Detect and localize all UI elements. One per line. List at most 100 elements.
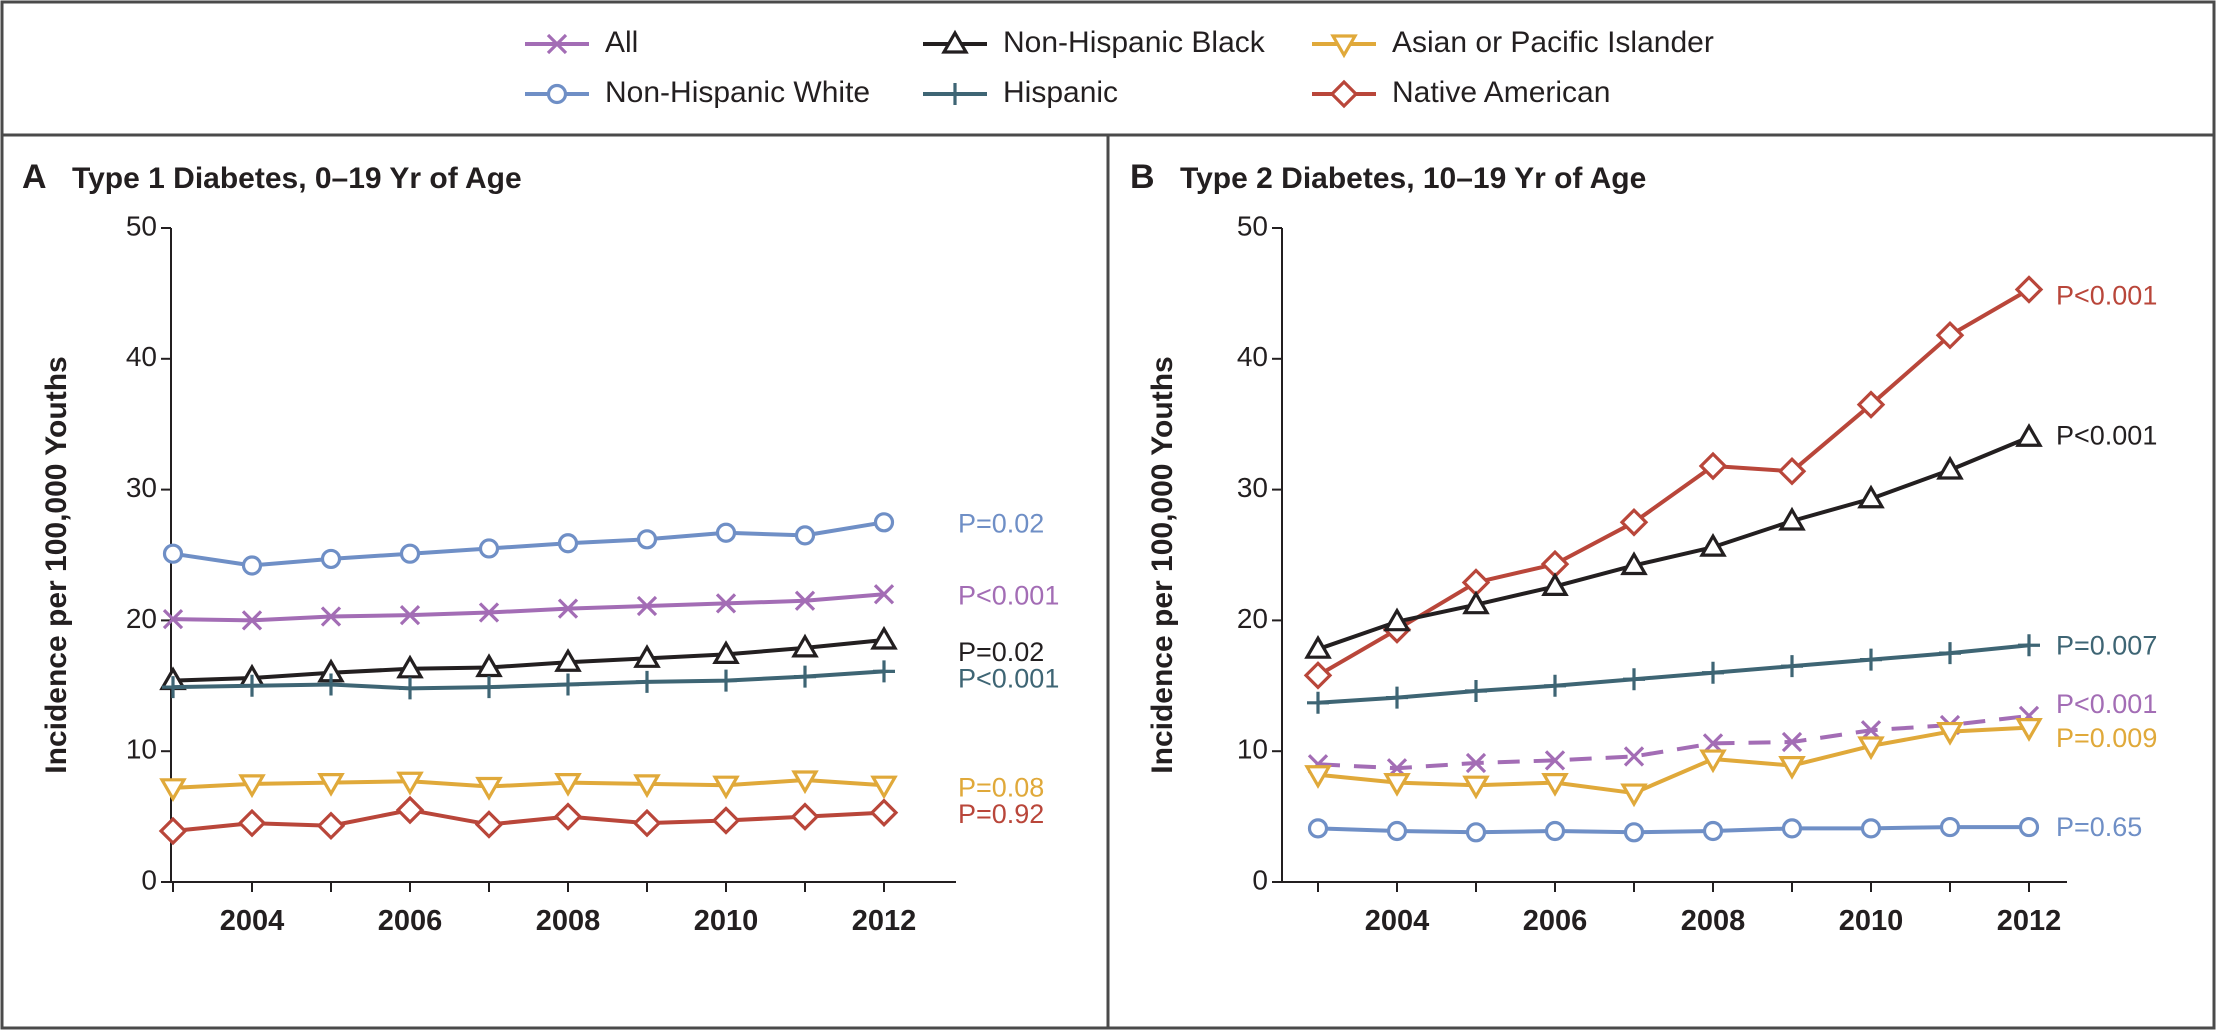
panel-a-pvalue-hispanic: P<0.001 (958, 664, 1059, 694)
panel-a-frame (0, 133, 1110, 1030)
panel-b-pvalue-non-hispanic-white: P=0.65 (2056, 812, 2142, 842)
panel-b-line-all (1317, 713, 2030, 771)
panel-a-y-tick-label: 20 (126, 603, 157, 634)
legend-item-native-american: Native American (1312, 76, 1610, 109)
legend-item-non-hispanic-white: Non-Hispanic White (525, 76, 870, 109)
panel-a-series-non-hispanic-white: P=0.02 (162, 508, 1044, 576)
panel-a-point-native-american (316, 811, 346, 841)
panel-a-point-native-american (395, 795, 425, 825)
panel-b-point-all (1781, 731, 1803, 753)
panel-a-point-asian-or-pacific-islander (475, 776, 503, 801)
panel-b-frame (1106, 133, 2216, 1030)
panel-a-point-asian-or-pacific-islander (238, 774, 266, 799)
legend-frame (0, 0, 2216, 137)
panel-a-point-hispanic (399, 677, 421, 700)
panel-b-line-non-hispanic-black (1317, 435, 2030, 652)
panel-a-line-all (172, 592, 885, 623)
panel-b-letter: B (1130, 158, 1155, 196)
panel-a-pvalue-asian-or-pacific-islander: P=0.08 (958, 772, 1044, 802)
panel-b-point-non-hispanic-white (2018, 816, 2040, 838)
panel-a-point-native-american (790, 802, 820, 831)
panel-b-series-non-hispanic-black: P<0.001 (1304, 420, 2157, 659)
legend-item-hispanic: Hispanic (923, 76, 1118, 109)
panel-a-point-non-hispanic-white (399, 543, 421, 564)
panel-a-series-hispanic: P<0.001 (162, 660, 1059, 700)
legend-label-all: All (605, 26, 638, 59)
panel-a-point-non-hispanic-white (557, 533, 579, 554)
panel-b-series-asian-or-pacific-islander: P=0.009 (1304, 718, 2157, 808)
panel-b-point-non-hispanic-black (1620, 551, 1648, 576)
panel-b-point-hispanic (1781, 655, 1803, 678)
panel-b-point-non-hispanic-white (1386, 820, 1408, 842)
panel-b-pvalue-native-american: P<0.001 (2056, 281, 2157, 311)
panel-a-point-all (873, 584, 895, 605)
panel-b-point-native-american (1303, 661, 1333, 690)
x-icon (546, 33, 568, 55)
panel-b-point-asian-or-pacific-islander (1936, 721, 1964, 746)
triangle-down-icon (1330, 34, 1358, 59)
panel-a-point-non-hispanic-black (396, 654, 424, 679)
panel-a-point-non-hispanic-black (870, 625, 898, 650)
panel-b-x-tick-label: 2012 (1997, 905, 2062, 937)
panel-a-point-non-hispanic-white (320, 548, 342, 570)
panel-a-point-hispanic (715, 669, 737, 692)
panel-a-point-non-hispanic-white (794, 525, 816, 546)
panel-b-point-hispanic (1544, 674, 1566, 697)
panel-a-point-hispanic (873, 660, 895, 683)
legend-label-native-american: Native American (1392, 76, 1610, 109)
panel-a-x-tick-label: 2010 (694, 905, 759, 937)
panel-b-point-all (1702, 733, 1724, 754)
panel-a-x-tick-label: 2006 (378, 905, 443, 937)
panel-a-y-tick-label: 10 (126, 734, 157, 765)
panel-a-point-native-american (711, 806, 741, 835)
panel-b-point-non-hispanic-black (1541, 572, 1569, 596)
panel-a-point-all (794, 590, 816, 611)
legend-label-hispanic: Hispanic (1003, 76, 1118, 109)
panel-a-point-non-hispanic-white (241, 555, 263, 576)
panel-a-line-hispanic (172, 669, 885, 691)
diamond-icon (1329, 79, 1359, 109)
panel-b-point-hispanic (2018, 634, 2040, 657)
panel-b-point-non-hispanic-white (1544, 820, 1566, 842)
panel-b-x-tick-label: 2006 (1523, 905, 1588, 937)
panel-b-point-non-hispanic-white (1939, 816, 1961, 838)
panel-a-point-asian-or-pacific-islander (712, 775, 740, 800)
panel-b-point-non-hispanic-white (1307, 818, 1329, 839)
panel-a-point-asian-or-pacific-islander (554, 772, 582, 797)
panel-a-point-all (636, 595, 658, 617)
panel-b-pvalue-hispanic: P=0.007 (2056, 630, 2157, 660)
panel-b-pvalue-asian-or-pacific-islander: P=0.009 (2056, 723, 2157, 753)
panel-b-point-native-american (1619, 508, 1649, 537)
panel-b-point-native-american (2014, 275, 2044, 304)
panel-a-pvalue-non-hispanic-black: P=0.02 (958, 637, 1044, 667)
panel-b-point-hispanic (1307, 691, 1329, 714)
legend: All Non-Hispanic White Non-Hispanic Black H… (525, 26, 1714, 109)
panel-a-y-axis-label: Incidence per 100,000 Youths (40, 356, 73, 773)
panel-a-point-native-american (553, 802, 583, 831)
panel-b-point-non-hispanic-black (1462, 590, 1490, 615)
panel-b-point-asian-or-pacific-islander (1462, 775, 1490, 800)
panel-b-point-non-hispanic-black (1699, 532, 1727, 557)
panel-a-y-tick-label: 30 (126, 472, 157, 503)
panel-b-point-hispanic (1939, 642, 1961, 665)
panel-b-point-non-hispanic-black (1778, 506, 1806, 531)
panel-a-x-tick-label: 2008 (536, 905, 601, 937)
panel-a-y-tick-label: 40 (126, 341, 157, 372)
panel-b-point-asian-or-pacific-islander (1857, 736, 1885, 761)
panel-b-line-asian-or-pacific-islander (1317, 725, 2030, 796)
panel-b-point-hispanic (1386, 686, 1408, 709)
panel-a-point-non-hispanic-white (873, 512, 895, 533)
panel-b-point-asian-or-pacific-islander (1620, 783, 1648, 808)
panel-a-point-non-hispanic-black (712, 640, 740, 665)
panel-b-point-non-hispanic-white (1465, 822, 1487, 843)
panel-a-point-non-hispanic-black (554, 648, 582, 672)
panel-a-y-tick-label: 0 (141, 864, 157, 895)
panel-a-point-asian-or-pacific-islander (317, 772, 345, 797)
panel-a-line-asian-or-pacific-islander (172, 777, 885, 790)
panel-a-point-non-hispanic-white (162, 543, 184, 564)
panel-a-line-native-american (172, 808, 885, 833)
panel-a-point-native-american (632, 808, 662, 838)
panel-a-point-all (478, 602, 500, 623)
panel-a-point-native-american (474, 810, 504, 839)
